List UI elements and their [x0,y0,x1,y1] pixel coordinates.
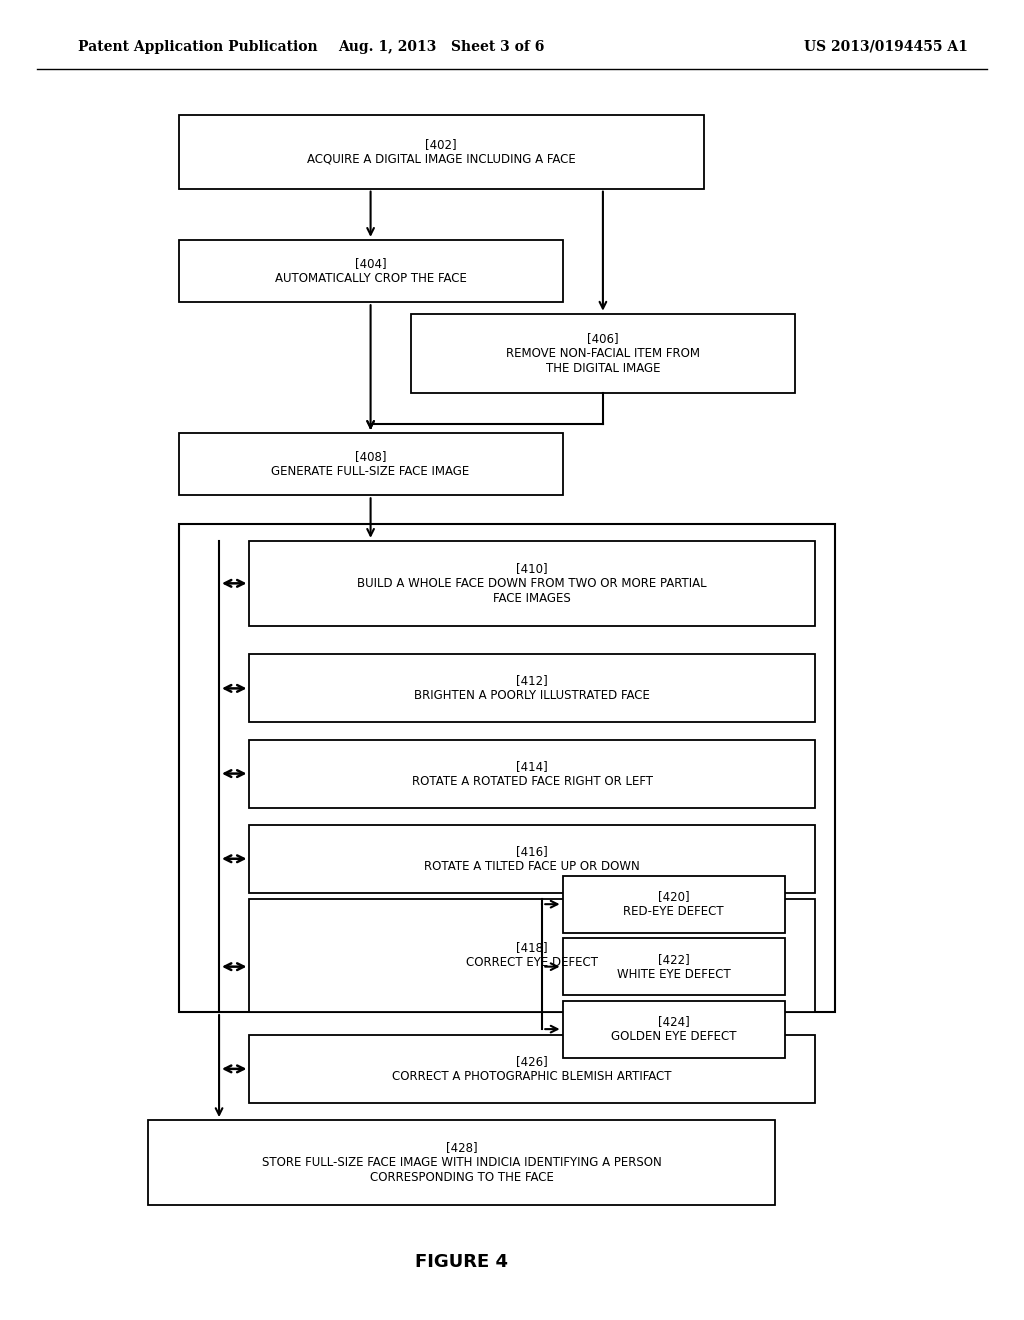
Text: [416]
ROTATE A TILTED FACE UP OR DOWN: [416] ROTATE A TILTED FACE UP OR DOWN [424,845,640,873]
Bar [562,1001,784,1057]
Text: [406]
REMOVE NON-FACIAL ITEM FROM
THE DIGITAL IMAGE: [406] REMOVE NON-FACIAL ITEM FROM THE DI… [506,331,700,375]
Bar [148,1119,774,1205]
Bar [250,541,815,626]
Text: US 2013/0194455 A1: US 2013/0194455 A1 [804,40,968,54]
Text: [402]
ACQUIRE A DIGITAL IMAGE INCLUDING A FACE: [402] ACQUIRE A DIGITAL IMAGE INCLUDING … [307,137,575,166]
Text: [414]
ROTATE A ROTATED FACE RIGHT OR LEFT: [414] ROTATE A ROTATED FACE RIGHT OR LEF… [412,759,652,788]
Bar [178,433,562,495]
Bar [562,939,784,995]
Text: [418]
CORRECT EYE DEFECT: [418] CORRECT EYE DEFECT [466,941,598,969]
Text: [420]
RED-EYE DEFECT: [420] RED-EYE DEFECT [624,890,724,919]
Bar [250,655,815,722]
Text: [404]
AUTOMATICALLY CROP THE FACE: [404] AUTOMATICALLY CROP THE FACE [274,257,467,285]
Bar [178,240,562,302]
Bar [250,1035,815,1104]
Text: [410]
BUILD A WHOLE FACE DOWN FROM TWO OR MORE PARTIAL
FACE IMAGES: [410] BUILD A WHOLE FACE DOWN FROM TWO O… [357,562,707,605]
Text: FIGURE 4: FIGURE 4 [415,1253,508,1271]
Text: [408]
GENERATE FULL-SIZE FACE IMAGE: [408] GENERATE FULL-SIZE FACE IMAGE [271,450,470,478]
Bar [178,524,836,1012]
Text: [424]
GOLDEN EYE DEFECT: [424] GOLDEN EYE DEFECT [611,1015,736,1043]
Text: [426]
CORRECT A PHOTOGRAPHIC BLEMISH ARTIFACT: [426] CORRECT A PHOTOGRAPHIC BLEMISH ART… [392,1055,672,1082]
Bar [562,875,784,932]
Bar [411,314,795,393]
Text: [422]
WHITE EYE DEFECT: [422] WHITE EYE DEFECT [616,953,730,981]
Bar [250,739,815,808]
Bar [178,115,703,189]
Bar [250,899,815,1012]
Text: Patent Application Publication: Patent Application Publication [78,40,317,54]
Text: Aug. 1, 2013   Sheet 3 of 6: Aug. 1, 2013 Sheet 3 of 6 [338,40,545,54]
Bar [250,825,815,892]
Text: [428]
STORE FULL-SIZE FACE IMAGE WITH INDICIA IDENTIFYING A PERSON
CORRESPONDING: [428] STORE FULL-SIZE FACE IMAGE WITH IN… [261,1140,662,1184]
Text: [412]
BRIGHTEN A POORLY ILLUSTRATED FACE: [412] BRIGHTEN A POORLY ILLUSTRATED FACE [415,675,650,702]
